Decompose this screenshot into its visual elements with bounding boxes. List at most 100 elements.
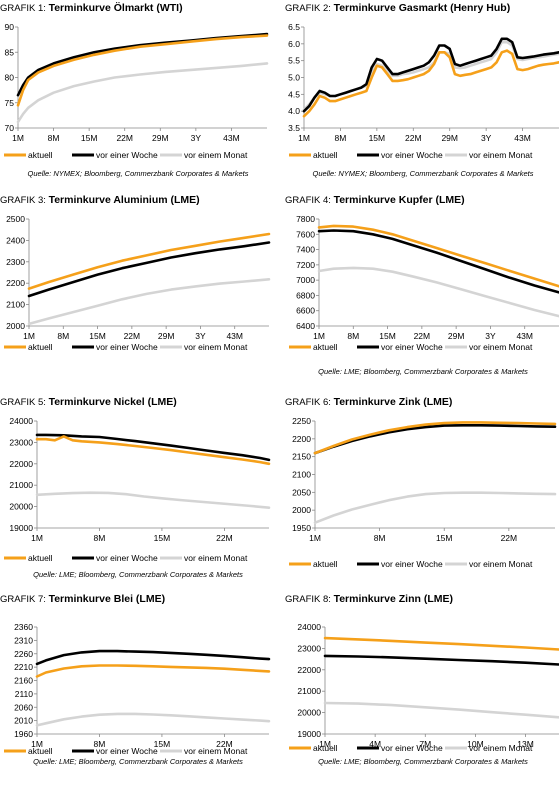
x-tick-label: 15M <box>81 133 98 143</box>
series-line-woche <box>302 37 559 113</box>
x-tick-label: 22M <box>405 133 422 143</box>
y-tick-label: 70 <box>5 123 15 133</box>
y-tick-label: 22000 <box>9 459 33 469</box>
chart-title-prefix: GRAFIK 8: <box>285 594 334 605</box>
y-tick-label: 22000 <box>297 665 321 675</box>
series-line-aktuell <box>16 34 269 107</box>
chart-title-text: Terminkurve Zink (LME) <box>334 396 453 408</box>
y-tick-label: 6600 <box>296 306 315 316</box>
y-tick-label: 19000 <box>9 523 33 533</box>
chart-panel-8: GRAFIK 8: Terminkurve Zinn (LME) 19000 200… <box>285 593 559 766</box>
y-tick-label: 1960 <box>14 729 33 739</box>
chart-panel-4: GRAFIK 4: Terminkurve Kupfer (LME) 6400 66… <box>285 194 559 376</box>
legend-label-woche: vor einer Woche <box>96 553 158 563</box>
legend-label-aktuell: aktuell <box>313 150 338 160</box>
series-line-monat <box>35 712 271 727</box>
y-tick-label: 2200 <box>6 278 25 288</box>
chart-title-prefix: GRAFIK 2: <box>285 3 334 14</box>
series-line-aktuell <box>302 49 559 118</box>
legend-label-monat: vor einem Monat <box>469 559 533 569</box>
y-tick-label: 2310 <box>14 635 33 645</box>
x-tick-label: 29M <box>448 331 465 341</box>
chart-title: GRAFIK 2: Terminkurve Gasmarkt (Henry Hu… <box>285 2 510 14</box>
legend-label-monat: vor einem Monat <box>469 743 533 753</box>
series-line-aktuell <box>27 232 271 290</box>
chart-title: GRAFIK 1: Terminkurve Ölmarkt (WTI) <box>0 1 183 14</box>
x-tick-label: 8M <box>347 331 359 341</box>
series-line-woche <box>35 649 271 666</box>
chart-title-text: Terminkurve Ölmarkt (WTI) <box>49 1 183 14</box>
x-tick-label: 22M <box>216 533 233 543</box>
x-tick-label: 43M <box>514 133 531 143</box>
chart-title-prefix: GRAFIK 4: <box>285 195 334 206</box>
x-tick-label: 8M <box>48 133 60 143</box>
x-tick-label: 3Y <box>191 133 202 143</box>
x-tick-label: 29M <box>441 133 458 143</box>
x-tick-label: 22M <box>501 533 518 543</box>
chart-title: GRAFIK 5: Terminkurve Nickel (LME) <box>0 396 177 408</box>
legend-label-woche: vor einer Woche <box>381 559 443 569</box>
chart-title-prefix: GRAFIK 3: <box>0 195 49 206</box>
y-tick-label: 24000 <box>297 622 321 632</box>
y-tick-label: 2360 <box>14 622 33 632</box>
chart-title-text: Terminkurve Blei (LME) <box>49 593 166 605</box>
legend-label-woche: vor einer Woche <box>96 150 158 160</box>
y-tick-label: 1950 <box>292 523 311 533</box>
chart-title-prefix: GRAFIK 6: <box>285 397 334 408</box>
chart-title: GRAFIK 3: Terminkurve Aluminium (LME) <box>0 194 200 206</box>
series-line-woche <box>27 241 271 298</box>
x-tick-label: 43M <box>226 331 243 341</box>
series-line-monat <box>313 491 557 524</box>
legend-label-woche: vor einer Woche <box>96 342 158 352</box>
x-tick-label: 7M <box>419 739 431 749</box>
legend-label-aktuell: aktuell <box>28 553 53 563</box>
x-tick-label: 15M <box>154 739 171 749</box>
legend-label-aktuell: aktuell <box>313 342 338 352</box>
x-tick-label: 22M <box>116 133 133 143</box>
chart-title-text: Terminkurve Gasmarkt (Henry Hub) <box>334 2 511 14</box>
chart-panel-1: GRAFIK 1: Terminkurve Ölmarkt (WTI) 70 75 8… <box>0 1 269 178</box>
y-tick-label: 2050 <box>292 487 311 497</box>
series-line-woche <box>35 433 271 462</box>
y-tick-label: 7400 <box>296 245 315 255</box>
legend-label-aktuell: aktuell <box>28 150 53 160</box>
chart-panel-6: GRAFIK 6: Terminkurve Zink (LME) 1950 2000… <box>285 396 557 569</box>
x-tick-label: 15M <box>89 331 106 341</box>
y-tick-label: 20000 <box>9 502 33 512</box>
y-tick-label: 6800 <box>296 290 315 300</box>
y-tick-label: 4.5 <box>288 89 300 99</box>
x-tick-label: 22M <box>124 331 141 341</box>
x-tick-label: 43M <box>223 133 240 143</box>
chart-title-text: Terminkurve Nickel (LME) <box>49 396 177 408</box>
y-tick-label: 7800 <box>296 214 315 224</box>
series-line-monat <box>27 278 271 326</box>
y-tick-label: 85 <box>5 47 15 57</box>
legend-label-aktuell: aktuell <box>313 559 338 569</box>
y-tick-label: 75 <box>5 98 15 108</box>
chart-title-prefix: GRAFIK 5: <box>0 397 49 408</box>
chart-source: Quelle: LME; Bloomberg, Commerzbank Corp… <box>318 367 528 376</box>
chart-title-prefix: GRAFIK 1: <box>0 3 49 14</box>
y-tick-label: 2010 <box>14 716 33 726</box>
y-tick-label: 2200 <box>292 434 311 444</box>
series-line-aktuell <box>323 636 559 651</box>
legend-label-monat: vor einem Monat <box>184 342 248 352</box>
x-tick-label: 4M <box>369 739 381 749</box>
y-tick-label: 2000 <box>6 321 25 331</box>
legend-label-woche: vor einer Woche <box>381 743 443 753</box>
x-tick-label: 8M <box>57 331 69 341</box>
chart-source: Quelle: NYMEX; Bloomberg, Commerzbank Co… <box>28 169 249 178</box>
x-tick-label: 1M <box>309 533 321 543</box>
y-tick-label: 23000 <box>297 643 321 653</box>
chart-source: Quelle: NYMEX; Bloomberg, Commerzbank Co… <box>313 169 534 178</box>
x-tick-label: 1M <box>298 133 310 143</box>
y-tick-label: 21000 <box>297 686 321 696</box>
x-tick-label: 1M <box>319 739 331 749</box>
legend-label-woche: vor einer Woche <box>381 150 443 160</box>
series-line-aktuell <box>317 224 559 288</box>
y-tick-label: 2000 <box>292 505 311 515</box>
y-tick-label: 2250 <box>292 416 311 426</box>
y-tick-label: 4.0 <box>288 106 300 116</box>
y-tick-label: 2210 <box>14 662 33 672</box>
legend-label-monat: vor einem Monat <box>469 342 533 352</box>
